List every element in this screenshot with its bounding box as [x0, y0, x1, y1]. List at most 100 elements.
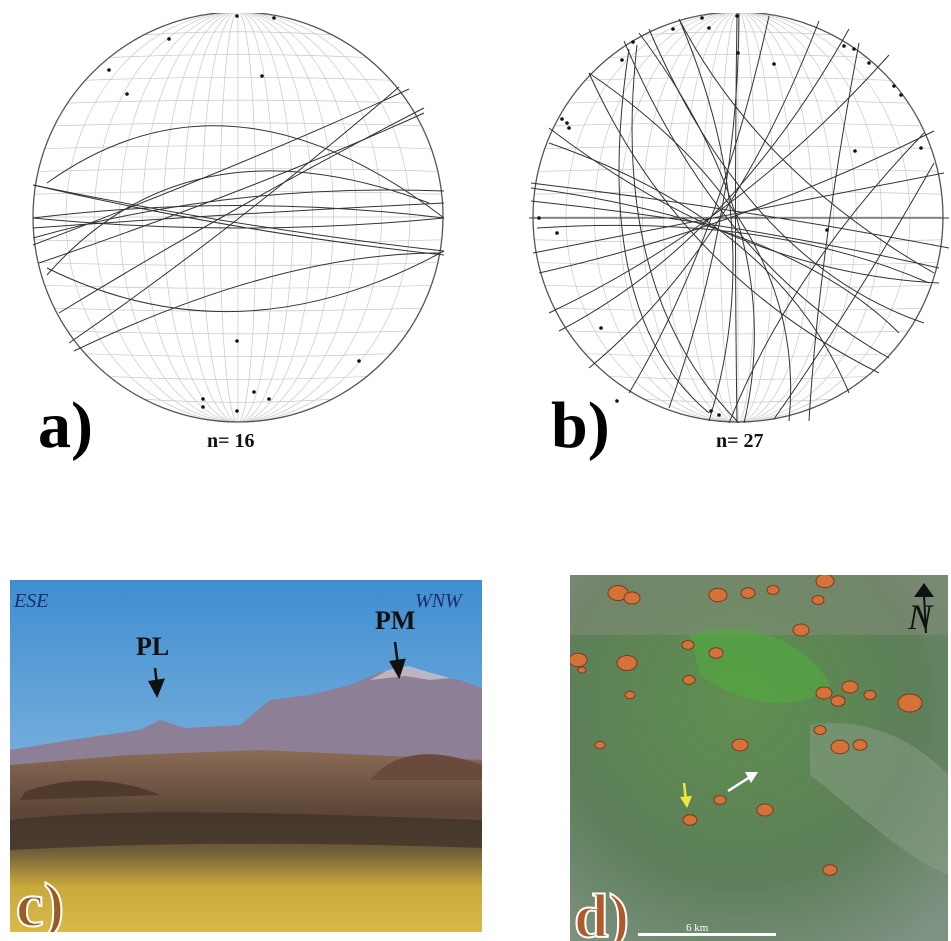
direction-left: ESE: [14, 590, 49, 612]
pole-point: [717, 413, 721, 417]
panel-a-label: a): [38, 389, 93, 462]
great-circle: [530, 187, 900, 334]
yellow-arrow-head: [680, 796, 692, 808]
cinder-cone: [815, 575, 835, 589]
pole-point: [735, 14, 739, 18]
stereonet-a-plot: [32, 13, 445, 423]
cinder-cone: [766, 585, 780, 595]
pole-point: [107, 68, 111, 72]
great-circle: [46, 170, 430, 276]
great-circle: [32, 88, 410, 246]
arrow-pm-head: [389, 658, 406, 680]
pole-point: [267, 397, 271, 401]
stereonet-a-poles: [107, 14, 361, 413]
mountain-range: [10, 668, 482, 780]
great-circle: [548, 127, 940, 284]
pole-point: [620, 58, 624, 62]
great-circle: [538, 130, 935, 274]
peak-label-pl: PL: [136, 632, 170, 661]
great-circle: [588, 72, 792, 422]
great-circle: [530, 200, 940, 269]
great-circle: [73, 252, 440, 352]
stereonet-a: [29, 13, 449, 423]
cinder-cone: [841, 680, 859, 694]
cinder-cone: [570, 652, 588, 668]
cinder-cone: [830, 695, 846, 707]
landscape-photo-drawing: c): [10, 580, 482, 932]
summit-snow: [370, 666, 450, 680]
cinder-cone: [681, 640, 695, 650]
pole-point: [867, 61, 871, 65]
pole-point: [615, 399, 619, 403]
scale-text: 6 km: [686, 922, 709, 934]
pole-point: [272, 16, 276, 20]
pole-point: [736, 51, 740, 55]
pole-point: [892, 84, 896, 88]
great-circle: [46, 250, 445, 313]
panel-d-label: d): [574, 883, 629, 941]
great-circle: [32, 184, 445, 252]
cinder-cone: [731, 738, 749, 752]
pole-point: [842, 44, 846, 48]
pole-point: [260, 74, 264, 78]
great-circle: [536, 224, 930, 284]
cinder-cone: [708, 587, 728, 603]
landscape-photo: c) ESE WNW PL PM: [10, 580, 482, 932]
pole-point: [235, 14, 239, 18]
cinder-cone: [813, 725, 827, 735]
arrow-pl-head: [148, 678, 165, 698]
pole-point: [631, 40, 635, 44]
cinder-cones: [570, 575, 923, 876]
great-circle: [618, 48, 710, 414]
pole-point: [709, 409, 713, 413]
great-circle: [32, 205, 445, 219]
pole-point: [671, 27, 675, 31]
pole-point: [852, 47, 856, 51]
pole-point: [560, 117, 564, 121]
cinder-cone: [708, 647, 724, 659]
cinder-cone: [822, 864, 838, 876]
cinder-cone: [740, 587, 756, 599]
great-circle: [32, 184, 445, 256]
stereonet-a-great-circles: [32, 86, 445, 352]
cinder-cone: [811, 595, 825, 605]
cinder-cone: [756, 803, 774, 817]
north-arrow-shaft: [923, 594, 927, 634]
pole-point: [700, 16, 704, 20]
great-circle: [735, 13, 738, 423]
panel-b-label: b): [551, 389, 610, 462]
north-arrow-head: [914, 583, 934, 597]
great-circle: [532, 172, 945, 254]
great-circle: [628, 15, 770, 394]
cinder-cone: [682, 814, 698, 826]
pole-point: [555, 231, 559, 235]
cinder-cone-right: [370, 754, 482, 780]
satellite-arrows: [680, 772, 758, 808]
cinder-cone: [624, 690, 636, 700]
pole-point: [853, 149, 857, 153]
stereonet-a-grid: [33, 13, 443, 423]
lava-field: [10, 812, 482, 850]
cinder-cone: [577, 666, 587, 674]
pole-point: [537, 216, 541, 220]
cinder-cone: [594, 740, 606, 750]
white-arrow: [727, 775, 751, 793]
direction-right: WNW: [415, 590, 462, 612]
great-circle: [46, 125, 445, 219]
satellite-image-drawing: N 6 km d): [570, 575, 948, 941]
great-circle: [32, 202, 445, 229]
white-arrow-head: [745, 772, 758, 783]
pole-point: [252, 390, 256, 394]
cinder-cone: [830, 739, 850, 755]
cinder-cone-left: [20, 780, 160, 800]
pole-point: [235, 409, 239, 413]
scale-bar: [638, 933, 776, 936]
pole-point: [565, 121, 569, 125]
pole-point: [201, 405, 205, 409]
stereonet-b-poles: [537, 14, 923, 417]
cinder-cone: [852, 739, 868, 751]
cinder-cone: [616, 655, 638, 671]
panel-b-count: n= 27: [716, 430, 764, 452]
pole-point: [357, 359, 361, 363]
cinder-cone: [815, 686, 833, 700]
